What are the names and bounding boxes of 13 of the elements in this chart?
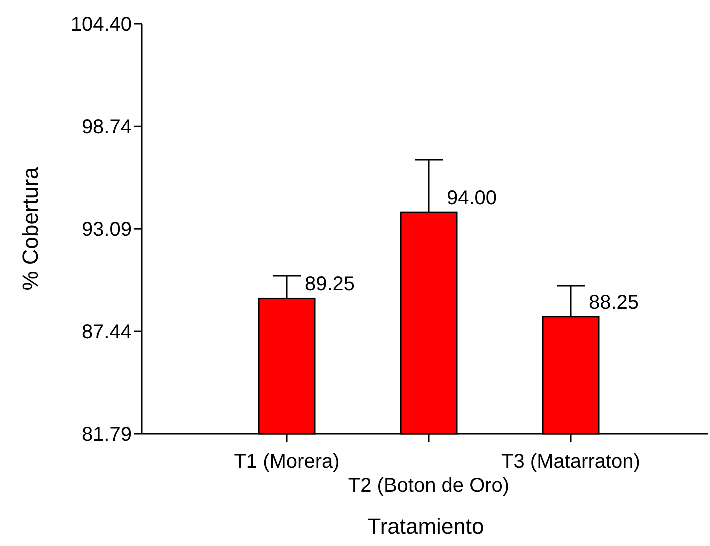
- y-tick-label: 98.74: [82, 116, 132, 139]
- y-tick-label: 104.40: [70, 14, 132, 36]
- y-tick-label: 93.09: [82, 219, 132, 242]
- data-label: 89.25: [305, 274, 356, 296]
- data-label: 94.00: [447, 188, 498, 210]
- y-tick-label: 81.79: [82, 424, 132, 446]
- x-tick-label: T3 (Matarraton): [502, 451, 640, 473]
- data-label: 88.25: [589, 292, 640, 314]
- x-tick-label: T1 (Morera): [234, 451, 340, 473]
- x-axis-title: Tratamiento: [368, 514, 484, 539]
- y-axis-title: % Cobertura: [18, 166, 43, 291]
- x-tick-label: T2 (Boton de Oro): [348, 475, 510, 497]
- y-tick-label: 87.44: [82, 322, 132, 344]
